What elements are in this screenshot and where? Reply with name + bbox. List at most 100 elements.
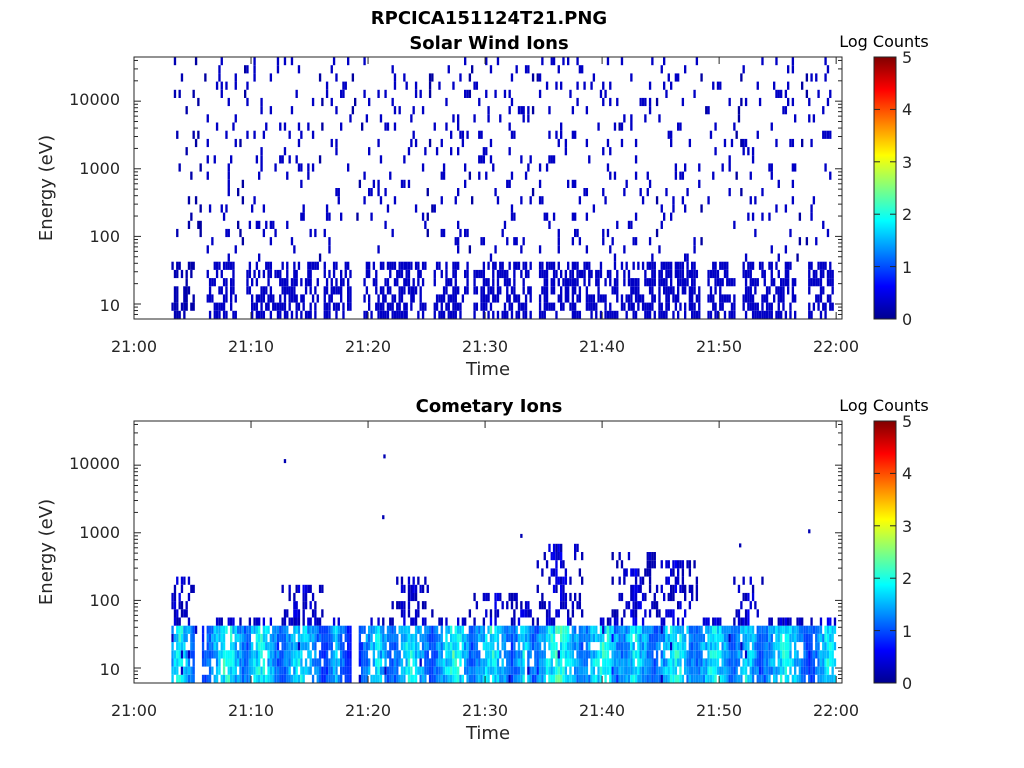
heatmap-cell: [340, 122, 343, 131]
heatmap-cell: [569, 278, 572, 287]
heatmap-cell: [658, 269, 661, 279]
heatmap-cell: [693, 245, 696, 254]
heatmap-cell: [773, 674, 776, 683]
heatmap-cell: [787, 658, 790, 667]
heatmap-cell: [632, 601, 635, 610]
heatmap-cell: [569, 576, 572, 585]
heatmap-cell: [412, 584, 415, 593]
heatmap-cell: [208, 625, 212, 634]
heatmap-cell: [384, 89, 387, 98]
heatmap-cell: [262, 674, 266, 683]
heatmap-cell: [648, 658, 652, 667]
heatmap-cell: [623, 625, 626, 634]
heatmap-cell: [684, 642, 687, 651]
heatmap-cell: [822, 261, 825, 270]
heatmap-cell: [824, 658, 827, 667]
heatmap-cell: [623, 576, 626, 585]
heatmap-cell: [407, 261, 411, 270]
heatmap-cell: [508, 294, 511, 303]
heatmap-cell: [744, 253, 748, 262]
heatmap-cell: [279, 269, 282, 279]
heatmap-cell: [719, 286, 722, 295]
heatmap-cell: [632, 609, 635, 618]
heatmap-cell: [770, 666, 773, 675]
heatmap-cell: [323, 269, 326, 279]
heatmap-cell: [274, 625, 277, 634]
heatmap-cell: [309, 261, 312, 270]
heatmap-cell: [560, 625, 563, 634]
heatmap-cell: [248, 269, 252, 279]
heatmap-cell: [672, 625, 675, 634]
heatmap-cell: [747, 302, 750, 311]
heatmap-cell: [798, 212, 802, 221]
heatmap-cell: [784, 310, 788, 319]
heatmap-cell: [646, 310, 649, 319]
heatmap-cell: [578, 592, 582, 602]
heatmap-cell: [576, 97, 579, 107]
heatmap-cell: [548, 666, 551, 675]
heatmap-cell: [686, 674, 689, 683]
heatmap-cell: [178, 261, 181, 270]
heatmap-cell: [653, 278, 656, 287]
heatmap-cell: [475, 601, 479, 610]
heatmap-cell: [253, 57, 256, 66]
heatmap-cell: [620, 617, 624, 626]
heatmap-cell: [815, 625, 818, 634]
heatmap-cell: [176, 674, 179, 683]
heatmap-cell: [698, 302, 701, 311]
heatmap-cell: [501, 674, 504, 683]
heatmap-cell: [267, 269, 270, 279]
heatmap-cell: [283, 294, 287, 303]
heatmap-cell: [513, 278, 516, 287]
heatmap-cell: [637, 294, 640, 303]
heatmap-cell: [665, 560, 668, 569]
heatmap-cell: [543, 278, 546, 287]
heatmap-cell: [379, 625, 383, 634]
heatmap-cell: [424, 633, 427, 643]
heatmap-cell: [293, 278, 296, 287]
heatmap-cell: [417, 278, 420, 287]
heatmap-cell: [363, 625, 366, 634]
heatmap-cell: [634, 138, 638, 148]
heatmap-cell: [791, 97, 795, 107]
heatmap-cell: [363, 171, 366, 180]
heatmap-cell: [810, 650, 813, 659]
heatmap-cell: [564, 650, 568, 659]
heatmap-cell: [487, 642, 490, 651]
heatmap-cell: [475, 658, 479, 667]
heatmap-cell: [480, 155, 483, 164]
heatmap-cell: [543, 601, 546, 610]
heatmap-cell: [379, 286, 383, 295]
heatmap-cell: [784, 278, 788, 287]
heatmap-cell: [293, 625, 296, 634]
heatmap-cell: [709, 674, 713, 683]
heatmap-cell: [499, 666, 502, 675]
heatmap-cell: [433, 302, 436, 311]
heatmap-cell: [620, 625, 624, 634]
heatmap-cell: [744, 633, 748, 643]
heatmap-cell: [239, 138, 242, 148]
heatmap-cell: [768, 310, 771, 319]
heatmap-cell: [574, 674, 577, 683]
heatmap-cell: [213, 155, 216, 164]
heatmap-cell: [480, 658, 483, 667]
heatmap-cell: [201, 658, 205, 667]
heatmap-cell: [508, 625, 511, 634]
heatmap-cell: [794, 114, 797, 123]
heatmap-cell: [672, 584, 675, 593]
heatmap-cell: [730, 310, 734, 319]
heatmap-cell: [543, 642, 546, 651]
heatmap-cell: [304, 601, 308, 610]
heatmap-cell: [691, 302, 694, 311]
heatmap-cell: [384, 278, 387, 287]
heatmap-cell: [347, 633, 350, 643]
heatmap-cell: [543, 269, 546, 279]
heatmap-cell: [464, 269, 467, 279]
heatmap-cell: [248, 633, 252, 643]
heatmap-cell: [492, 666, 495, 675]
heatmap-cell: [428, 658, 432, 667]
heatmap-cell: [480, 666, 483, 675]
heatmap-cell: [464, 642, 467, 651]
heatmap-cell: [597, 269, 600, 279]
